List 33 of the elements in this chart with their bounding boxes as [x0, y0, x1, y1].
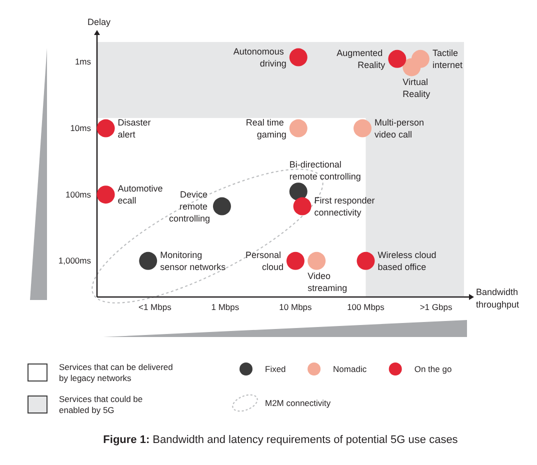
annotation: Disaster alert — [118, 117, 154, 140]
y-tick-label: 1,000ms — [58, 256, 91, 266]
legend-label: On the go — [414, 364, 452, 374]
x-tick-label: <1 Mbps — [138, 302, 172, 312]
annotation: Monitoring sensor networks — [160, 250, 226, 272]
x-tick-label: 1 Mbps — [211, 302, 240, 312]
annotation: Wireless cloud based office — [378, 250, 439, 272]
x-tick-label: 100 Mbps — [347, 302, 384, 312]
x-axis-title: Bandwidth throughput — [476, 287, 521, 310]
x-tick-label: >1 Gbps — [420, 302, 452, 312]
y-tick-label: 1ms — [74, 56, 91, 67]
annotation: Automotive ecall — [118, 184, 166, 206]
annotation: Augmented Reality — [336, 48, 386, 70]
y-tick-label: 10ms — [70, 123, 91, 133]
annotation: Bi-directional remote controlling — [289, 160, 361, 182]
annotation: Real time gaming — [246, 117, 286, 140]
annotation: Personal cloud — [245, 250, 284, 272]
legend-label: Fixed — [265, 364, 286, 374]
text: Figure 1: Bandwidth and latency requirements of potential 5G use cases — [103, 434, 458, 446]
y-tick-label: 100ms — [65, 189, 91, 200]
y-axis-title: Delay — [87, 17, 111, 27]
x-tick-label: 10 Mbps — [279, 302, 312, 312]
annotation: Autonomous driving — [233, 46, 286, 68]
annotation: Virtual Reality — [402, 77, 431, 100]
annotation: First responder connectivity — [314, 195, 378, 218]
annotation: Multi-person video call — [374, 117, 427, 140]
text: Services that can be delivered by legacy networks — [59, 362, 176, 383]
annotation: Video streaming — [308, 270, 348, 293]
annotation: Tactile internet — [432, 48, 463, 70]
annotation: Device remote controlling — [168, 189, 210, 224]
legend-label: Nomadic — [333, 364, 368, 374]
legend-label: Services that could be enabled by 5G — [59, 394, 145, 415]
text: M2M connectivity — [265, 398, 332, 408]
